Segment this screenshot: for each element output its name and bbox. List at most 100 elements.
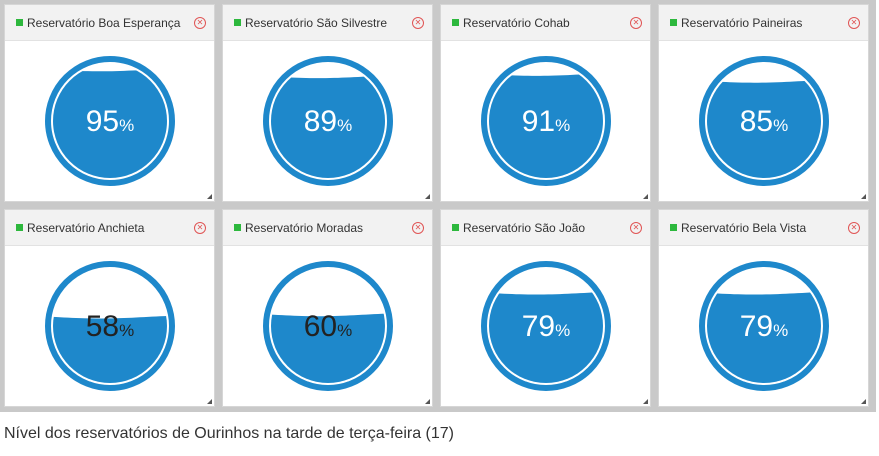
card-title: Reservatório São João <box>463 220 586 235</box>
caption: Nível dos reservatórios de Ourinhos na t… <box>4 425 454 442</box>
gauge-value: 91% <box>521 105 570 138</box>
status-square-icon <box>234 224 241 231</box>
gauge-card: Reservatório Boa Esperança ✕ 95% <box>4 4 215 202</box>
gauge-ring <box>480 261 611 391</box>
liquid-fill <box>270 75 385 178</box>
gauge-value-unit: % <box>773 116 788 135</box>
gauge: 89% <box>223 41 432 201</box>
liquid-fill <box>52 68 167 178</box>
gauge-value: 85% <box>739 105 788 138</box>
gauge-grid: Reservatório Boa Esperança ✕ 95% Reservatór… <box>4 4 869 407</box>
gauge-card: Reservatório São João ✕ 79% <box>440 209 651 407</box>
gauge-card: Reservatório São Silvestre ✕ 89% <box>222 4 433 202</box>
close-icon[interactable]: ✕ <box>630 221 642 234</box>
status-square-icon <box>452 224 459 231</box>
close-icon[interactable]: ✕ <box>412 221 424 234</box>
status-square-icon <box>234 19 241 26</box>
gauge: 79% <box>659 246 868 406</box>
gauge-value-number: 89 <box>303 105 336 138</box>
status-square-icon <box>16 224 23 231</box>
card-header[interactable]: Reservatório Paineiras ✕ <box>659 5 868 41</box>
gauge-value-unit: % <box>337 321 352 340</box>
gauge-value-number: 79 <box>521 310 554 343</box>
gauge-value: 95% <box>85 105 134 138</box>
resize-grip-icon[interactable] <box>643 194 648 199</box>
resize-grip-icon[interactable] <box>207 194 212 199</box>
gauge-value-number: 58 <box>85 310 118 343</box>
card-header[interactable]: Reservatório Anchieta ✕ <box>5 210 214 246</box>
gauge-value-unit: % <box>337 116 352 135</box>
gauge-card: Reservatório Paineiras ✕ 85% <box>658 4 869 202</box>
gauge-card: Reservatório Bela Vista ✕ 79% <box>658 209 869 407</box>
gauge: 60% <box>223 246 432 406</box>
card-title: Reservatório Anchieta <box>27 220 145 235</box>
gauge-value-number: 60 <box>303 310 336 343</box>
card-header[interactable]: Reservatório Boa Esperança ✕ <box>5 5 214 41</box>
gauge-value-number: 91 <box>521 105 554 138</box>
gauge-value-unit: % <box>773 321 788 340</box>
close-icon[interactable]: ✕ <box>194 221 206 234</box>
gauge-value-number: 79 <box>739 310 772 343</box>
liquid-gauge: 95% <box>44 56 175 186</box>
resize-grip-icon[interactable] <box>643 399 648 404</box>
card-header[interactable]: Reservatório Cohab ✕ <box>441 5 650 41</box>
liquid-gauge: 91% <box>480 56 611 186</box>
liquid-fill <box>488 73 603 178</box>
liquid-gauge: 79% <box>480 261 611 391</box>
resize-grip-icon[interactable] <box>861 399 866 404</box>
close-icon[interactable]: ✕ <box>848 221 860 234</box>
dashboard: Reservatório Boa Esperança ✕ 95% Reservatór… <box>0 0 876 412</box>
close-icon[interactable]: ✕ <box>848 16 860 29</box>
card-header[interactable]: Reservatório São Silvestre ✕ <box>223 5 432 41</box>
gauge-ring <box>262 261 393 391</box>
status-square-icon <box>670 224 677 231</box>
gauge-card: Reservatório Cohab ✕ 91% <box>440 4 651 202</box>
card-title: Reservatório Cohab <box>463 15 570 30</box>
close-icon[interactable]: ✕ <box>630 16 642 29</box>
card-title: Reservatório Bela Vista <box>681 220 807 235</box>
card-header[interactable]: Reservatório Moradas ✕ <box>223 210 432 246</box>
liquid-fill <box>270 313 385 383</box>
liquid-gauge: 58% <box>44 261 175 391</box>
gauge-value: 79% <box>739 310 788 343</box>
card-title: Reservatório Moradas <box>245 220 364 235</box>
gauge-ring <box>44 56 175 186</box>
gauge-ring <box>698 261 829 391</box>
card-title: Reservatório Boa Esperança <box>27 15 181 30</box>
gauge-value: 79% <box>521 310 570 343</box>
liquid-gauge: 79% <box>698 261 829 391</box>
gauge: 95% <box>5 41 214 201</box>
resize-grip-icon[interactable] <box>425 399 430 404</box>
liquid-gauge: 60% <box>262 261 393 391</box>
card-title: Reservatório Paineiras <box>681 15 803 30</box>
status-square-icon <box>452 19 459 26</box>
gauge-ring <box>44 261 175 391</box>
card-title: Reservatório São Silvestre <box>245 15 388 30</box>
gauge-value-number: 95 <box>85 105 118 138</box>
gauge-value-number: 85 <box>739 105 772 138</box>
gauge-ring <box>262 56 393 186</box>
close-icon[interactable]: ✕ <box>412 16 424 29</box>
status-square-icon <box>16 19 23 26</box>
gauge-ring <box>480 56 611 186</box>
gauge-value: 58% <box>85 310 134 343</box>
resize-grip-icon[interactable] <box>861 194 866 199</box>
liquid-gauge: 89% <box>262 56 393 186</box>
gauge-value: 89% <box>303 105 352 138</box>
status-square-icon <box>670 19 677 26</box>
gauge-ring <box>698 56 829 186</box>
close-icon[interactable]: ✕ <box>194 16 206 29</box>
resize-grip-icon[interactable] <box>207 399 212 404</box>
gauge: 79% <box>441 246 650 406</box>
liquid-fill <box>52 315 167 383</box>
card-header[interactable]: Reservatório São João ✕ <box>441 210 650 246</box>
gauge: 85% <box>659 41 868 201</box>
gauge-value-unit: % <box>555 321 570 340</box>
liquid-fill <box>488 291 603 383</box>
resize-grip-icon[interactable] <box>425 194 430 199</box>
liquid-fill <box>706 79 821 178</box>
gauge-value-unit: % <box>119 116 134 135</box>
gauge-card: Reservatório Anchieta ✕ 58% <box>4 209 215 407</box>
liquid-fill <box>706 291 821 383</box>
card-header[interactable]: Reservatório Bela Vista ✕ <box>659 210 868 246</box>
